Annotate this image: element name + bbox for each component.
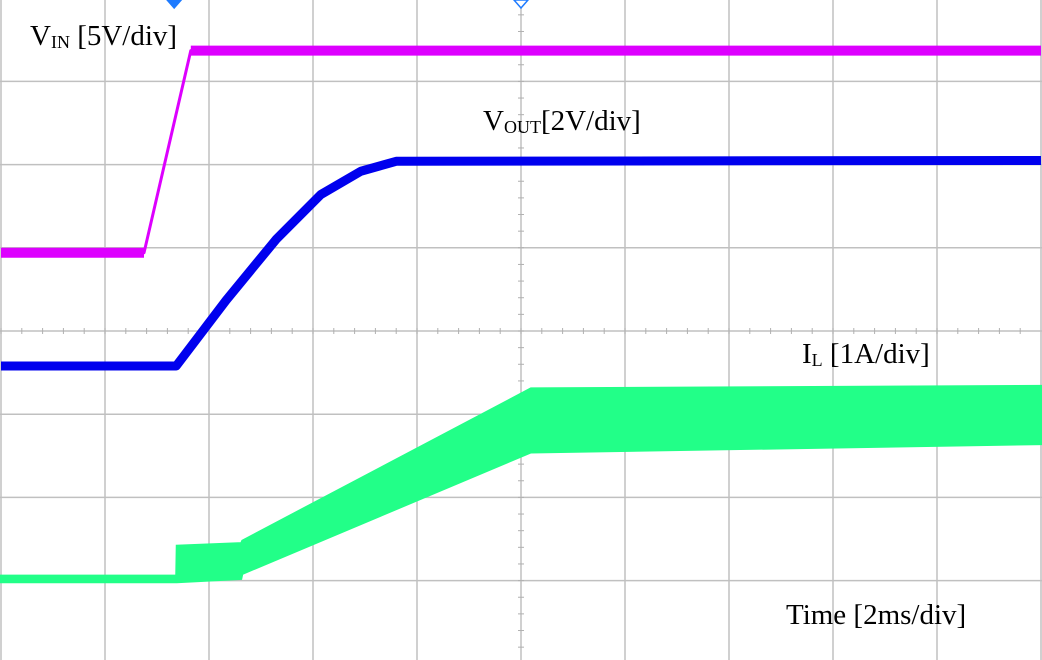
trace-il — [0, 384, 1042, 584]
traces — [0, 45, 1042, 584]
il-label: IL [1A/div] — [802, 338, 930, 370]
trace-vout — [1, 155, 1042, 371]
trigger-position-marker-icon — [166, 0, 183, 10]
center-reference-marker-icon — [513, 0, 529, 10]
vout-label: VOUT[2V/div] — [483, 105, 641, 137]
vin-label: VIN [5V/div] — [30, 20, 178, 52]
time-scale-label: Time [2ms/div] — [786, 599, 967, 631]
markers — [166, 0, 529, 10]
